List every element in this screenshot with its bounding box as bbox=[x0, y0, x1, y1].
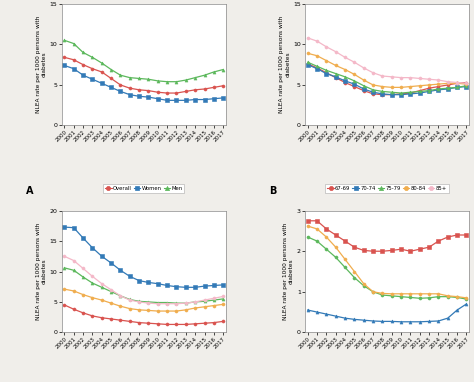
Text: A: A bbox=[26, 186, 33, 196]
Y-axis label: NLEA rate per 1000 persons with
diabetes: NLEA rate per 1000 persons with diabetes bbox=[36, 16, 47, 113]
Legend: Overall, Women, Men: Overall, Women, Men bbox=[103, 184, 184, 193]
Y-axis label: NLEA rate per 1000 persons with
diabetes: NLEA rate per 1000 persons with diabetes bbox=[283, 223, 294, 320]
Legend: 67-69, 70-74, 75-79, 80-84, 85+: 67-69, 70-74, 75-79, 80-84, 85+ bbox=[326, 184, 449, 193]
Text: B: B bbox=[269, 186, 276, 196]
Y-axis label: NLEA rate per 1000 persons with
diabetes: NLEA rate per 1000 persons with diabetes bbox=[36, 223, 47, 320]
Y-axis label: NLEA rate per 1000 persons with
diabetes: NLEA rate per 1000 persons with diabetes bbox=[279, 16, 290, 113]
